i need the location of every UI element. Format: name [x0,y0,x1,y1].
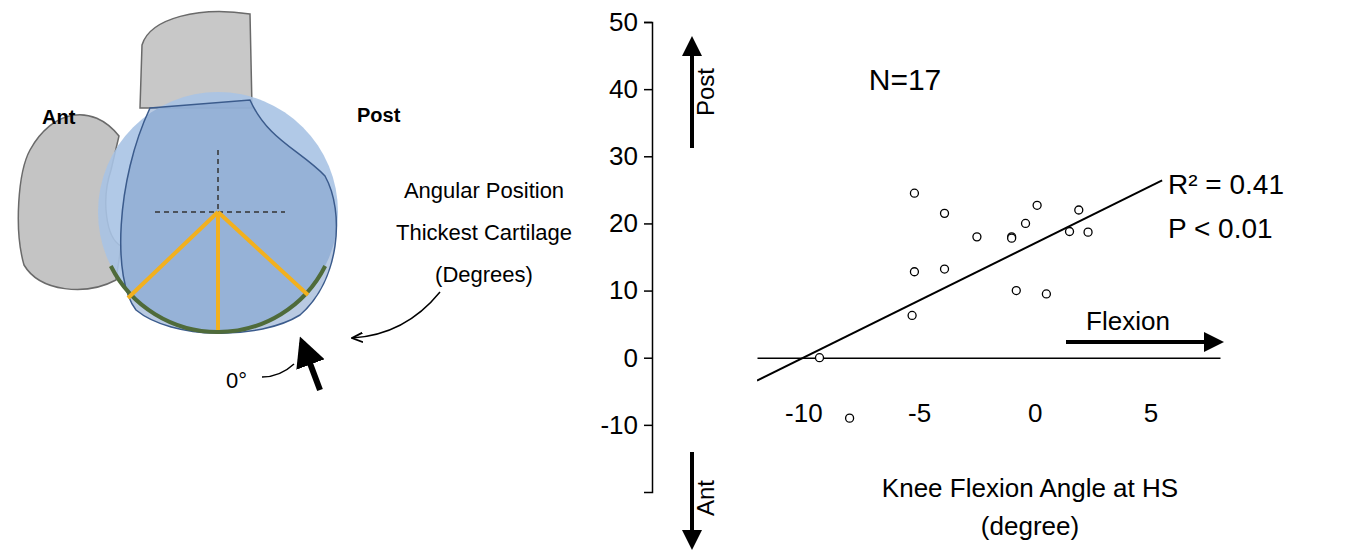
y-tick: 0 [624,343,652,373]
label-ant: Ant [42,106,76,128]
data-point [1075,206,1083,214]
angle-ray [216,212,220,330]
data-point [908,311,916,319]
y-tick-label: 20 [609,208,638,238]
x-axis-title: (degree) [981,511,1079,541]
data-point [1042,290,1050,298]
x-tick: 5 [1144,358,1158,428]
x-tick: -10 [785,358,823,428]
y-axis: -10 0 10 20 30 40 50 [600,7,652,493]
plot-area [757,180,1162,422]
label-zero: 0° [226,368,247,393]
y-tick-mark [644,290,652,292]
data-point [941,209,949,217]
y-tick-label: 30 [609,141,638,171]
data-point [941,265,949,273]
x-axis-line [758,357,1221,359]
y-tick-label: 10 [609,275,638,305]
y-tick: 30 [609,141,652,171]
caption: (Degrees) [435,262,533,287]
x-tick-label: 5 [1144,398,1158,428]
data-point [1084,228,1092,236]
y-tick: 10 [609,275,652,305]
y-tick-mark [644,357,652,359]
caption: Thickest Cartilage [396,220,572,245]
figure: Ant Post 0° Angular Position Thickest Cartil… [0,0,1350,558]
y-tick-label: 40 [609,74,638,104]
flexion-arrow [1066,340,1220,344]
data-point [1022,219,1030,227]
data-point [910,189,918,197]
x-axis-title: Knee Flexion Angle at HS [882,473,1178,503]
data-point [973,233,981,241]
zero-leader [262,364,294,377]
annotation: R² = 0.41 [1168,169,1284,200]
data-point [1066,227,1074,235]
chart: -10 0 10 20 30 40 50 -10 -5 0 5 Post Ant Flexion N=17 R… [600,7,1284,546]
zero-arrow [302,342,320,390]
data-point [1008,234,1016,242]
diagram: Ant Post 0° Angular Position Thickest Cartil… [18,12,572,393]
data-point [1012,287,1020,295]
y-tick: -10 [600,410,652,440]
y-tick-label: 0 [624,343,638,373]
direction-label: Post [692,68,719,116]
direction-label: Flexion [1086,306,1170,336]
x-tick: -5 [908,358,931,428]
x-axis: -10 -5 0 5 [758,358,1221,428]
y-tick-mark [644,425,652,427]
data-point [910,268,918,276]
angle-ray [128,212,218,298]
data-point [846,414,854,422]
data-point [1033,201,1041,209]
y-tick: 20 [609,208,652,238]
annotation: N=17 [869,63,942,96]
x-tick-label: -5 [908,398,931,428]
data-point [816,354,824,362]
direction-label: Ant [692,480,719,516]
y-tick: 40 [609,74,652,104]
annotation: P < 0.01 [1168,213,1273,244]
x-tick-label: -10 [785,398,823,428]
caption-arrow [352,292,440,338]
y-tick-label: 50 [609,7,638,37]
y-tick-mark [644,22,652,24]
y-tick-label: -10 [600,410,638,440]
y-tick-mark [644,223,652,225]
y-tick-mark [644,156,652,158]
regression-line [757,180,1162,380]
x-tick-label: 0 [1028,398,1042,428]
y-axis-line [644,23,653,493]
y-tick: 50 [609,7,652,37]
caption: Angular Position [404,178,564,203]
x-tick: 0 [1028,358,1042,428]
angle-ray [218,212,308,295]
label-post: Post [357,104,401,126]
y-tick-mark [644,89,652,91]
